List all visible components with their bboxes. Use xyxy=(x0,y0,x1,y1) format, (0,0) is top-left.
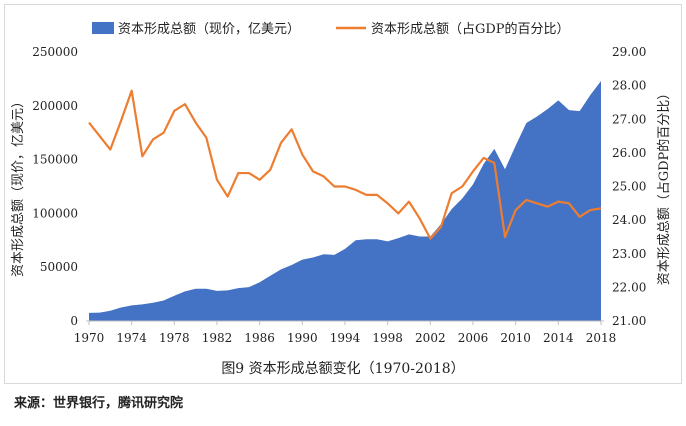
line-path xyxy=(88,89,602,240)
x-tick-label: 2010 xyxy=(500,331,531,345)
right-tick-label: 23.00 xyxy=(612,247,646,261)
chart-frame xyxy=(4,4,682,384)
right-axis-label: 资本形成总额（占GDP的百分比） xyxy=(656,87,672,286)
left-tick-label: 50000 xyxy=(40,260,78,274)
source-note: 来源：世界银行，腾讯研究院 xyxy=(14,396,184,411)
x-tick-label: 2006 xyxy=(458,331,489,345)
chart: 资本形成总额（现价，亿美元） 资本形成总额（占GDP的百分比） 0 50000 10… xyxy=(11,21,672,377)
x-tick-label: 1970 xyxy=(74,331,105,345)
left-tick-label: 200000 xyxy=(32,99,78,113)
right-tick-label: 26.00 xyxy=(612,146,646,160)
x-tick-label: 1990 xyxy=(287,331,318,345)
x-tick-label: 1982 xyxy=(202,331,233,345)
right-tick-label: 21.00 xyxy=(612,314,646,328)
right-tick-label: 24.00 xyxy=(612,213,646,227)
left-axis-label: 资本形成总额（现价，亿美元） xyxy=(11,95,26,277)
left-tick-label: 100000 xyxy=(32,206,78,220)
left-axis-ticks: 0 50000 100000 150000 200000 250000 xyxy=(32,45,78,328)
right-axis-ticks: 21.00 22.00 23.00 24.00 25.00 26.00 27.00 28.00… xyxy=(612,45,646,328)
right-tick-label: 22.00 xyxy=(612,280,646,294)
x-tick-label: 1978 xyxy=(159,331,190,345)
legend-swatch-area xyxy=(92,22,114,34)
right-tick-label: 25.00 xyxy=(612,180,646,194)
x-tick-label: 2014 xyxy=(543,331,574,345)
x-tick-label: 1998 xyxy=(372,331,403,345)
left-tick-label: 150000 xyxy=(32,153,78,167)
legend: 资本形成总额（现价，亿美元） 资本形成总额（占GDP的百分比） xyxy=(92,21,570,37)
left-tick-label: 250000 xyxy=(32,45,78,59)
line-series xyxy=(88,89,602,240)
right-tick-label: 28.00 xyxy=(612,79,646,93)
x-tick-label: 1986 xyxy=(244,331,275,345)
area-series xyxy=(89,81,601,321)
x-tick-label: 2002 xyxy=(415,331,446,345)
area-path xyxy=(89,81,601,321)
x-axis-ticks: 1970 1974 1978 1982 1986 1990 1994 1998 2002 2006… xyxy=(74,321,617,345)
legend-label-line: 资本形成总额（占GDP的百分比） xyxy=(371,21,570,37)
x-tick-label: 1974 xyxy=(116,331,147,345)
x-tick-label: 1994 xyxy=(330,331,361,345)
right-tick-label: 29.00 xyxy=(612,45,646,59)
right-tick-label: 27.00 xyxy=(612,112,646,126)
x-tick-label: 2018 xyxy=(586,331,617,345)
chart-caption: 图9 资本形成总额变化（1970-2018） xyxy=(221,361,464,377)
left-tick-label: 0 xyxy=(70,314,78,328)
legend-label-area: 资本形成总额（现价，亿美元） xyxy=(118,22,300,37)
